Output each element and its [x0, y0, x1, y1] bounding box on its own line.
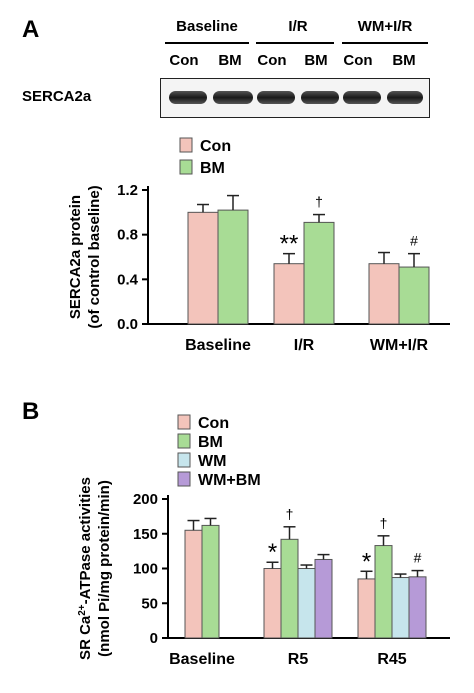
y-tick-label: 0.0 [117, 316, 138, 333]
bar [357, 578, 376, 639]
legend-label: WM+BM [198, 472, 261, 489]
blot-lane-label: Con [343, 52, 373, 69]
y-tick-label: 150 [133, 526, 158, 543]
significance-marker: * [362, 548, 371, 575]
panel-b-letter: B [22, 398, 40, 425]
x-tick-label: I/R [294, 337, 315, 354]
y-axis-label: (of control baseline) [86, 185, 103, 328]
blot-lane-label: BM [304, 52, 328, 69]
bar [187, 211, 219, 325]
panel-a-letter: A [22, 16, 40, 43]
blot-group-label: I/R [288, 18, 308, 35]
significance-marker: † [286, 506, 294, 522]
y-tick-label: 0 [150, 630, 158, 647]
blot-lane-label: Con [257, 52, 287, 69]
blot-band [387, 91, 423, 104]
bar [368, 263, 400, 325]
blot-group-underline [165, 42, 249, 44]
blot-group-underline [342, 42, 428, 44]
blot-lane-label: Con [169, 52, 199, 69]
y-tick-label: 50 [141, 595, 158, 612]
x-tick-label: Baseline [185, 337, 251, 354]
legend-swatch [177, 414, 191, 430]
significance-marker: * [268, 539, 277, 566]
x-tick-label: R5 [288, 651, 309, 668]
bar [398, 266, 430, 325]
y-tick-label: 0.8 [117, 227, 138, 244]
serca2a-protein-bar-chart: 0.0 0.4 0.8 1.2 SERCA2a protein (of control b… [67, 137, 450, 354]
legend-swatch [177, 452, 191, 468]
legend-label: Con [200, 138, 231, 155]
significance-marker: ** [280, 231, 299, 258]
bar [280, 538, 299, 639]
bar [408, 576, 427, 639]
bar [217, 209, 249, 325]
y-axis-label: (nmol Pi/mg protein/min) [96, 480, 113, 657]
blot-protein-label: SERCA2a [22, 88, 92, 105]
significance-marker: # [410, 233, 418, 249]
y-tick-label: 1.2 [117, 182, 138, 199]
legend-label: Con [198, 415, 229, 432]
bar [201, 524, 220, 639]
legend-swatch [177, 433, 191, 449]
bar [303, 221, 335, 325]
bar [273, 263, 305, 325]
bar [391, 577, 410, 639]
bar [297, 568, 316, 639]
x-tick-label: WM+I/R [370, 337, 429, 354]
bar [184, 529, 203, 639]
western-blot-image [160, 78, 430, 118]
bar [374, 545, 393, 639]
legend-swatch [179, 137, 193, 153]
bar [314, 558, 333, 639]
blot-band [213, 91, 253, 104]
legend-swatch [177, 471, 191, 487]
y-tick-label: 200 [133, 491, 158, 508]
blot-band [257, 91, 295, 104]
significance-marker: † [315, 194, 323, 210]
bar [263, 568, 282, 639]
blot-band [301, 91, 339, 104]
blot-lane-label: BM [218, 52, 242, 69]
y-tick-label: 100 [133, 561, 158, 578]
atpase-activity-bar-chart: 0 50 100 150 200 SR Ca2+-ATPase activities (nm… [77, 414, 450, 668]
y-axis-label: SERCA2a protein [67, 195, 84, 319]
blot-band [169, 91, 207, 104]
legend-label: BM [200, 160, 225, 177]
x-tick-label: R45 [377, 651, 406, 668]
legend-swatch [179, 159, 193, 175]
blot-group-label: Baseline [176, 18, 238, 35]
y-axis-label: SR Ca2+-ATPase activities [77, 477, 95, 660]
significance-marker: † [380, 515, 388, 531]
blot-band [343, 91, 381, 104]
blot-group-underline [256, 42, 334, 44]
x-tick-label: Baseline [169, 651, 235, 668]
blot-lane-label: BM [392, 52, 416, 69]
legend-label: WM [198, 453, 226, 470]
legend-label: BM [198, 434, 223, 451]
significance-marker: # [414, 550, 422, 566]
y-tick-label: 0.4 [117, 271, 139, 288]
blot-group-label: WM+I/R [357, 18, 413, 35]
